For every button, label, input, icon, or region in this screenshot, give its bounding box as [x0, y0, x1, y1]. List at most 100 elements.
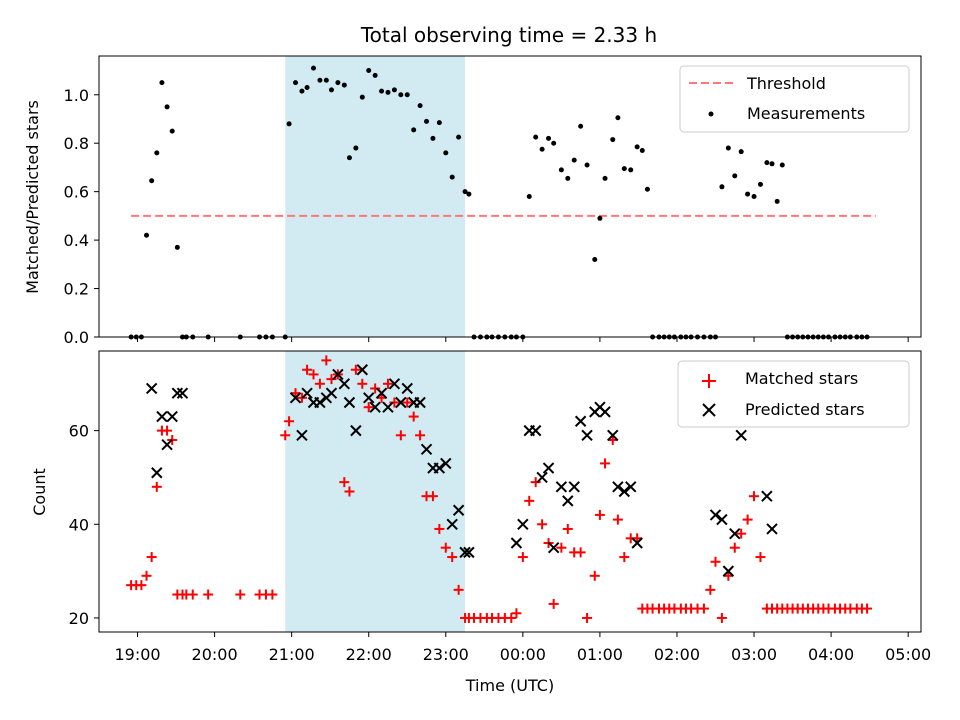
matched-point [619, 552, 630, 563]
predicted-point [325, 387, 338, 399]
predicted-point [161, 438, 173, 451]
measurement-point [164, 104, 170, 110]
matched-point [146, 552, 157, 563]
measurement-point [602, 175, 608, 181]
y-tick-label: 0.4 [64, 231, 89, 250]
matched-point [370, 383, 381, 394]
matched-point [284, 416, 295, 427]
measurement-point [335, 80, 341, 86]
measurement-point [398, 92, 404, 98]
top-legend: Threshold Measurements [679, 65, 910, 133]
predicted-point [156, 410, 168, 423]
measurement-point [764, 160, 770, 166]
y-tick-label: 0.8 [64, 134, 89, 153]
matched-point [151, 481, 162, 492]
matched-point [363, 402, 374, 413]
matched-point [314, 378, 325, 389]
measurement-point [379, 88, 385, 94]
measurement-point [346, 155, 352, 161]
measurement-point [310, 65, 316, 71]
top-plot-marks [128, 65, 877, 340]
measurement-point [317, 77, 323, 83]
top-panel: 0.0 0.2 0.4 0.6 0.8 1.0 Matched/Predicted sta… [23, 55, 922, 347]
matched-point [136, 580, 147, 591]
measurement-point [341, 82, 347, 88]
legend-threshold-label: Threshold [746, 74, 826, 93]
matched-point [530, 477, 541, 488]
predicted-point [363, 392, 375, 404]
measurement-point [436, 120, 442, 126]
matched-point [162, 425, 173, 436]
predicted-point [145, 382, 158, 395]
measurement-point [551, 140, 557, 146]
predicted-point [350, 424, 362, 437]
matched-point [415, 430, 426, 441]
measurement-point [621, 166, 627, 172]
measurement-point [533, 134, 539, 140]
matched-point [235, 589, 246, 600]
bottom-legend-box [677, 360, 910, 428]
measurement-point [774, 198, 780, 204]
measurement-point [372, 72, 378, 78]
matched-point [698, 603, 709, 614]
matched-point [389, 397, 400, 408]
predicted-point [433, 462, 446, 474]
matched-point [556, 542, 567, 553]
predicted-point [574, 415, 587, 427]
x-tick-label: 21:00 [269, 645, 315, 664]
measurement-point [578, 123, 584, 129]
predicted-point [369, 401, 381, 413]
predicted-point [414, 396, 426, 409]
predicted-point [463, 546, 475, 559]
predicted-point [171, 387, 184, 399]
measurement-point [462, 189, 468, 195]
measurement-point [466, 191, 472, 197]
predicted-point [547, 541, 560, 554]
measurement-point [634, 144, 640, 150]
matched-point [862, 603, 873, 614]
measurement-point [417, 103, 423, 109]
predicted-point [151, 467, 163, 479]
y-tick-label: 0.6 [64, 183, 89, 202]
predicted-point [555, 481, 568, 493]
predicted-point [562, 495, 574, 507]
predicted-point [568, 481, 580, 493]
predicted-point [401, 382, 413, 395]
measurement-point [644, 186, 650, 192]
top-legend-box [679, 65, 910, 133]
predicted-point [459, 546, 471, 559]
measurement-point [571, 157, 577, 163]
predicted-point [440, 457, 452, 470]
measurement-point [328, 87, 334, 93]
x-tick-label: 05:00 [885, 645, 931, 664]
matched-point [308, 369, 319, 380]
predicted-point [536, 471, 548, 484]
measurement-point [366, 68, 372, 74]
matched-point [187, 589, 198, 600]
measurement-point [546, 135, 552, 141]
measurement-point [526, 194, 532, 199]
matched-point [326, 374, 337, 385]
predicted-point [296, 429, 308, 442]
matched-point [440, 542, 451, 553]
predicted-point [722, 565, 735, 577]
matched-point [453, 584, 464, 595]
predicted-point [625, 481, 637, 493]
y-tick-label: 0.0 [64, 328, 89, 347]
matched-point [402, 397, 413, 408]
matched-point [321, 355, 332, 366]
x-tick-label: 19:00 [114, 645, 160, 664]
measurement-point [592, 256, 598, 262]
measurement-point [584, 162, 590, 168]
y-tick-label: 60 [69, 422, 89, 441]
bottom-y-ticks: 20 40 60 [69, 422, 99, 628]
measurement-point [304, 84, 310, 90]
measurement-point [411, 127, 417, 133]
measurement-point [159, 80, 165, 86]
matched-point [344, 486, 355, 497]
x-tick-label: 02:00 [654, 645, 700, 664]
measurement-point [738, 149, 744, 155]
measurement-point [610, 137, 616, 143]
top-highlight-span [285, 56, 466, 337]
